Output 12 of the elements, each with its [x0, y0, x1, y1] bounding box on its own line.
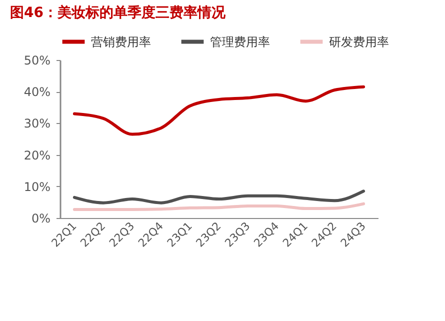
legend-label: 管理费用率 [210, 34, 270, 49]
line-series [72, 85, 366, 136]
legend-label: 研发费用率 [329, 34, 389, 49]
y-tick-label: 0% [31, 212, 50, 226]
line-series [72, 190, 366, 204]
chart-title: 图46：美妆标的单季度三费率情况 [10, 4, 226, 21]
legend-label: 营销费用率 [91, 34, 151, 49]
y-tick-label: 20% [24, 148, 50, 162]
y-tick-label: 50% [24, 54, 50, 68]
y-tick-label: 10% [24, 180, 50, 194]
y-tick-label: 30% [24, 116, 50, 131]
y-tick-label: 40% [24, 85, 50, 100]
